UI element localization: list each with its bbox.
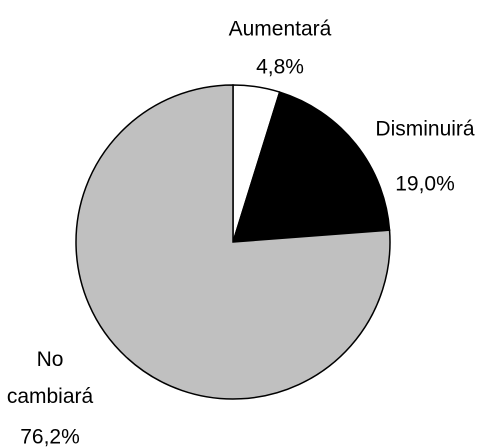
slice-label: Aumentará xyxy=(229,18,332,41)
label-line: cambiará xyxy=(7,385,94,408)
value-label: 4,8% xyxy=(256,56,304,79)
value-label: 19,0% xyxy=(395,173,455,196)
label-line: No xyxy=(37,348,64,371)
pie-slice xyxy=(75,84,391,400)
slice-label: No cambiará xyxy=(7,348,94,408)
value-label: 76,2% xyxy=(20,426,80,448)
slice-label: Disminuirá xyxy=(375,118,475,141)
pie-slice xyxy=(231,91,391,243)
